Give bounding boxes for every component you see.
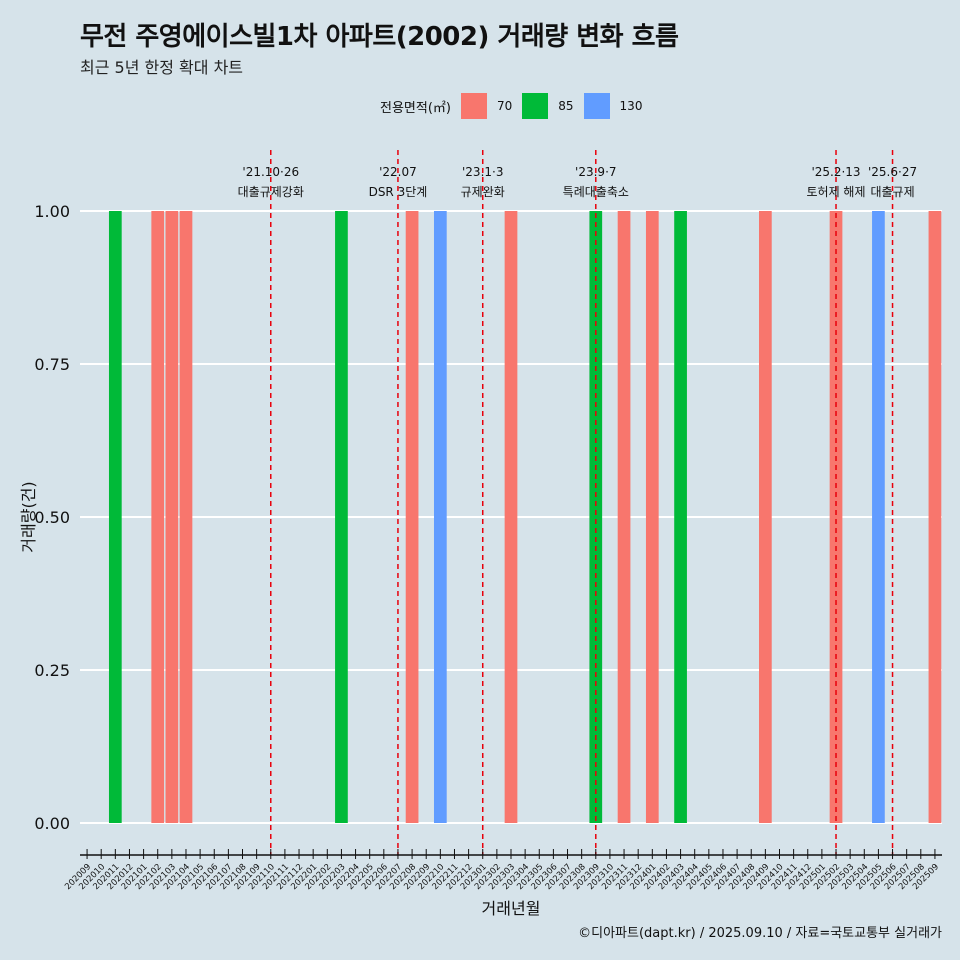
bar-202505-130 <box>872 211 885 823</box>
y-tick-label: 0.00 <box>34 814 70 833</box>
legend-label-70: 70 <box>496 99 513 113</box>
event-date-label: '21.10·26 <box>242 165 299 179</box>
event-date-label: '25.2·13 <box>811 165 860 179</box>
event-date-label: '22.07 <box>379 165 417 179</box>
y-axis-title: 거래량(건) <box>19 481 38 552</box>
y-tick-label: 0.75 <box>34 355 70 374</box>
legend-item-70: 70 <box>460 93 513 119</box>
bar-202309-85 <box>589 211 603 823</box>
legend: 전용면적(㎡) 70 85 130 <box>380 93 652 119</box>
legend-swatch-130 <box>583 93 610 119</box>
x-axis-title: 거래년월 <box>482 899 541 918</box>
bar-202401-70 <box>645 211 659 823</box>
event-date-label: '25.6·27 <box>868 165 917 179</box>
y-tick-label: 0.50 <box>34 508 70 527</box>
legend-swatch-70 <box>460 93 487 119</box>
y-tick-label: 0.25 <box>34 661 70 680</box>
legend-label-85: 85 <box>558 99 574 113</box>
event-label: 대출규제 <box>870 185 914 199</box>
bar-202203-85 <box>335 211 348 823</box>
chart-subtitle: 최근 5년 한정 확대 차트 <box>80 58 244 77</box>
bar-202409-70 <box>759 211 772 823</box>
bar-202502-70 <box>829 211 843 823</box>
legend-item-85: 85 <box>522 93 574 119</box>
event-label: DSR 3단계 <box>369 185 428 199</box>
bar-202303-70 <box>504 211 518 823</box>
legend-title: 전용면적(㎡) <box>380 100 451 116</box>
legend-item-130: 130 <box>583 93 643 119</box>
event-date-label: '23.9·7 <box>575 165 616 179</box>
bar-202104-70 <box>179 211 193 823</box>
chart-title: 무전 주영에이스빌1차 아파트(2002) 거래량 변화 흐름 <box>80 22 679 52</box>
event-label: 규제완화 <box>461 185 505 199</box>
bar-202311-70 <box>617 211 631 823</box>
source-caption: ©디아파트(dapt.kr) / 2025.09.10 / 자료=국토교통부 실… <box>578 926 942 941</box>
event-date-label: '23.1·3 <box>462 165 503 179</box>
legend-swatch-85 <box>522 93 549 119</box>
bar-202103-70 <box>165 211 179 823</box>
event-label: 특례대출축소 <box>563 185 629 199</box>
event-label: 대출규제강화 <box>238 185 304 199</box>
bar-202509-70 <box>928 211 942 823</box>
bar-202208-70 <box>405 211 419 823</box>
legend-label-130: 130 <box>619 99 643 113</box>
bar-202011-85 <box>108 211 122 823</box>
bar-202102-70 <box>151 211 165 823</box>
bar-202403-85 <box>674 211 687 823</box>
event-label: 토허제 해제 <box>807 185 866 199</box>
y-tick-label: 1.00 <box>34 202 70 221</box>
bar-202210-130 <box>433 211 447 823</box>
